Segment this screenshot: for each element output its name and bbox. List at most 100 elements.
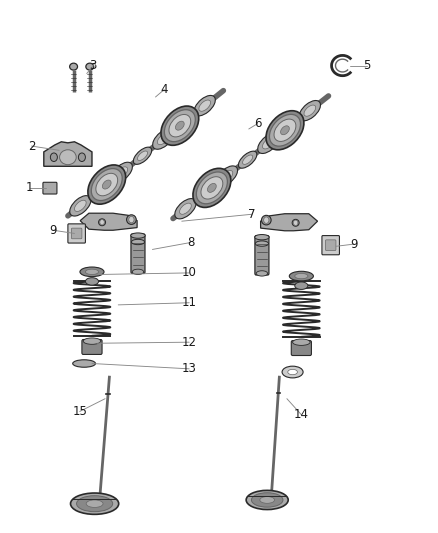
Ellipse shape	[299, 101, 321, 121]
Ellipse shape	[201, 188, 211, 197]
Text: 9: 9	[350, 238, 358, 251]
Ellipse shape	[282, 366, 303, 378]
Text: 7: 7	[248, 208, 256, 221]
Ellipse shape	[175, 114, 193, 131]
Ellipse shape	[180, 203, 191, 214]
Ellipse shape	[256, 271, 268, 276]
Ellipse shape	[92, 181, 110, 198]
Ellipse shape	[127, 215, 136, 224]
Ellipse shape	[80, 267, 104, 277]
Text: 12: 12	[182, 336, 197, 349]
Ellipse shape	[193, 168, 231, 207]
Ellipse shape	[96, 173, 118, 196]
Ellipse shape	[292, 220, 299, 227]
Ellipse shape	[251, 492, 283, 507]
Ellipse shape	[199, 100, 211, 111]
Ellipse shape	[197, 184, 215, 201]
Ellipse shape	[289, 271, 314, 281]
Ellipse shape	[133, 147, 152, 164]
Text: 8: 8	[187, 236, 194, 249]
Ellipse shape	[88, 165, 126, 204]
Text: 14: 14	[294, 408, 309, 421]
FancyBboxPatch shape	[291, 341, 311, 356]
Circle shape	[129, 216, 134, 223]
Ellipse shape	[238, 151, 257, 168]
Ellipse shape	[138, 151, 148, 160]
Ellipse shape	[221, 171, 233, 182]
Ellipse shape	[262, 138, 274, 149]
Ellipse shape	[86, 63, 94, 70]
Ellipse shape	[260, 497, 275, 503]
Ellipse shape	[246, 490, 288, 510]
Ellipse shape	[281, 126, 290, 135]
Ellipse shape	[96, 184, 106, 194]
Ellipse shape	[295, 273, 308, 279]
Ellipse shape	[284, 122, 294, 132]
FancyBboxPatch shape	[325, 240, 336, 251]
Ellipse shape	[60, 150, 76, 165]
Ellipse shape	[153, 129, 174, 149]
Ellipse shape	[71, 493, 119, 514]
Circle shape	[264, 217, 269, 223]
FancyBboxPatch shape	[131, 234, 145, 273]
Polygon shape	[80, 213, 137, 230]
FancyBboxPatch shape	[71, 228, 82, 239]
Ellipse shape	[293, 339, 310, 345]
Ellipse shape	[216, 166, 237, 186]
FancyBboxPatch shape	[255, 236, 269, 275]
Ellipse shape	[102, 180, 111, 189]
Ellipse shape	[99, 219, 106, 226]
Circle shape	[100, 220, 104, 225]
Ellipse shape	[208, 183, 216, 192]
Ellipse shape	[255, 241, 268, 246]
Ellipse shape	[85, 269, 99, 274]
FancyBboxPatch shape	[322, 236, 339, 255]
Ellipse shape	[111, 162, 132, 183]
Ellipse shape	[258, 133, 279, 154]
Ellipse shape	[116, 167, 127, 178]
Ellipse shape	[175, 199, 196, 219]
Ellipse shape	[269, 115, 300, 146]
Ellipse shape	[83, 338, 101, 344]
Ellipse shape	[86, 500, 103, 507]
Text: 1: 1	[26, 181, 34, 194]
Text: 5: 5	[364, 59, 371, 72]
FancyBboxPatch shape	[68, 224, 85, 243]
Text: 9: 9	[49, 224, 57, 237]
Ellipse shape	[161, 106, 199, 146]
Ellipse shape	[131, 233, 145, 238]
Ellipse shape	[274, 119, 296, 141]
Circle shape	[78, 153, 85, 161]
Ellipse shape	[194, 95, 215, 116]
Ellipse shape	[85, 278, 99, 285]
Ellipse shape	[132, 269, 144, 274]
Ellipse shape	[70, 63, 78, 70]
Text: 4: 4	[160, 83, 168, 96]
Ellipse shape	[164, 110, 195, 142]
Ellipse shape	[73, 360, 95, 367]
Ellipse shape	[201, 177, 223, 199]
Circle shape	[293, 220, 298, 225]
Ellipse shape	[266, 111, 304, 150]
Circle shape	[50, 153, 57, 161]
FancyBboxPatch shape	[82, 340, 102, 354]
Polygon shape	[261, 214, 318, 231]
Ellipse shape	[74, 200, 86, 212]
Ellipse shape	[179, 118, 189, 127]
Text: 3: 3	[90, 59, 97, 72]
Text: 10: 10	[182, 266, 197, 279]
Ellipse shape	[243, 155, 253, 164]
Ellipse shape	[288, 369, 297, 375]
Ellipse shape	[169, 115, 191, 137]
Text: 15: 15	[72, 405, 87, 418]
Ellipse shape	[280, 118, 298, 135]
Text: 2: 2	[28, 140, 35, 152]
Polygon shape	[44, 142, 92, 166]
Ellipse shape	[254, 235, 269, 240]
Ellipse shape	[261, 215, 271, 225]
Ellipse shape	[176, 121, 184, 130]
FancyBboxPatch shape	[43, 182, 57, 194]
Ellipse shape	[295, 282, 308, 289]
Text: 11: 11	[182, 296, 197, 309]
Ellipse shape	[70, 196, 91, 216]
